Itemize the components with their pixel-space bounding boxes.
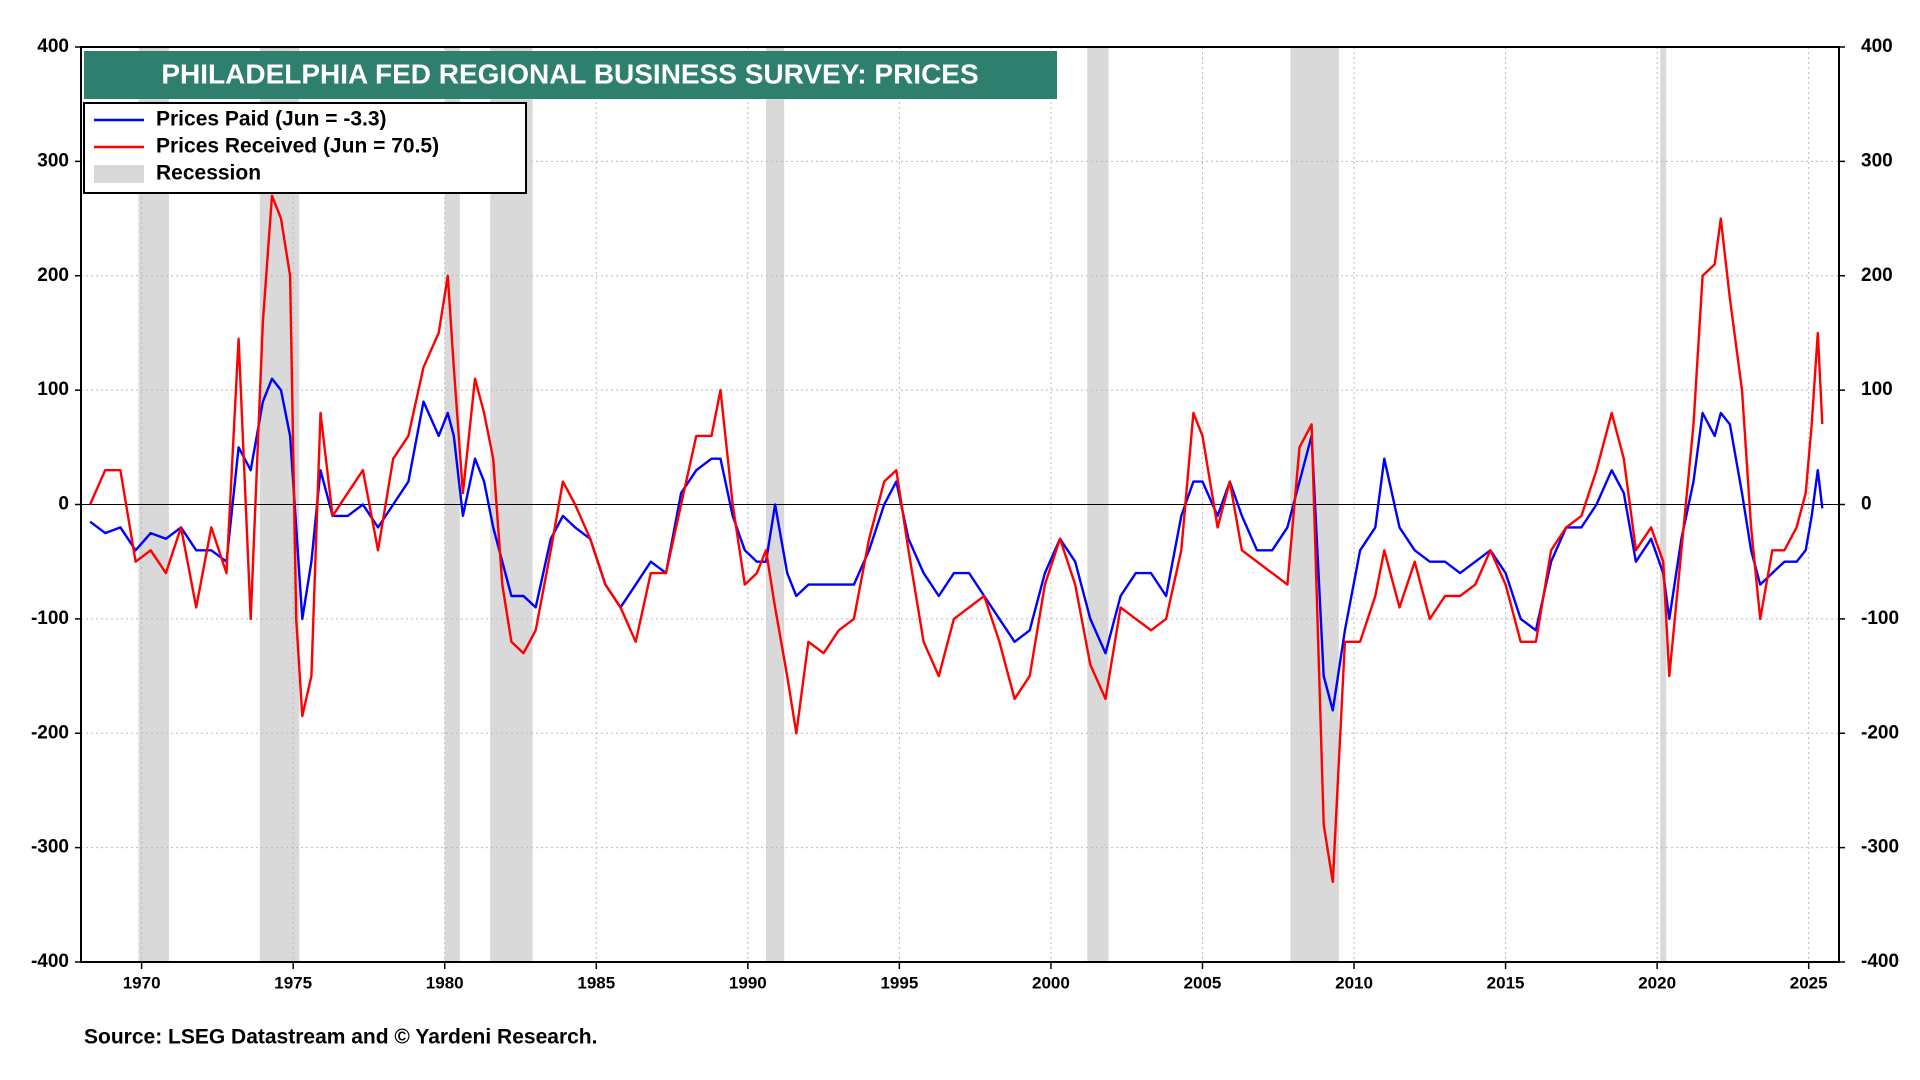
y-tick-label: 300 bbox=[37, 150, 69, 171]
series-line bbox=[89, 194, 1824, 884]
plot-frame bbox=[80, 46, 1840, 963]
x-tick-label: 2015 bbox=[1487, 973, 1525, 992]
y-tick-label: -200 bbox=[31, 722, 69, 743]
title-box bbox=[84, 51, 1057, 99]
y2-tick-label: 200 bbox=[1861, 265, 1893, 286]
y2-tick-label: 300 bbox=[1861, 150, 1893, 171]
chart-title: PHILADELPHIA FED REGIONAL BUSINESS SURVE… bbox=[161, 58, 978, 89]
y2-tick-label: -100 bbox=[1861, 608, 1899, 629]
x-tick-label: 1985 bbox=[577, 973, 615, 992]
y-tick-label: -400 bbox=[31, 951, 69, 972]
y-tick-label: -300 bbox=[31, 837, 69, 858]
y2-tick-label: 0 bbox=[1861, 494, 1872, 515]
legend-swatch bbox=[94, 165, 144, 183]
legend-box bbox=[83, 102, 527, 194]
x-tick-label: 2000 bbox=[1032, 973, 1070, 992]
x-tick-label: 2025 bbox=[1790, 973, 1828, 992]
x-tick-label: 2005 bbox=[1184, 973, 1222, 992]
x-tick-label: 1975 bbox=[274, 973, 312, 992]
y-tick-label: 100 bbox=[37, 379, 69, 400]
y2-tick-label: -400 bbox=[1861, 951, 1899, 972]
y-tick-label: 200 bbox=[37, 265, 69, 286]
x-tick-label: 1980 bbox=[426, 973, 464, 992]
legend-label: Prices Paid (Jun = -3.3) bbox=[156, 108, 387, 131]
series-line bbox=[89, 377, 1824, 712]
x-tick-label: 2020 bbox=[1638, 973, 1676, 992]
legend-label: Recession bbox=[156, 162, 261, 185]
source-note: Source: LSEG Datastream and © Yardeni Re… bbox=[84, 1026, 597, 1049]
x-tick-label: 1995 bbox=[880, 973, 918, 992]
y2-tick-label: 400 bbox=[1861, 36, 1893, 57]
y2-tick-label: 100 bbox=[1861, 379, 1893, 400]
y2-tick-label: -200 bbox=[1861, 722, 1899, 743]
x-tick-label: 1990 bbox=[729, 973, 767, 992]
y-tick-label: -100 bbox=[31, 608, 69, 629]
x-tick-label: 1970 bbox=[123, 973, 161, 992]
legend-label: Prices Received (Jun = 70.5) bbox=[156, 135, 439, 158]
x-tick-label: 2010 bbox=[1335, 973, 1373, 992]
y2-tick-label: -300 bbox=[1861, 837, 1899, 858]
y-tick-label: 400 bbox=[37, 36, 69, 57]
y-tick-label: 0 bbox=[58, 494, 69, 515]
